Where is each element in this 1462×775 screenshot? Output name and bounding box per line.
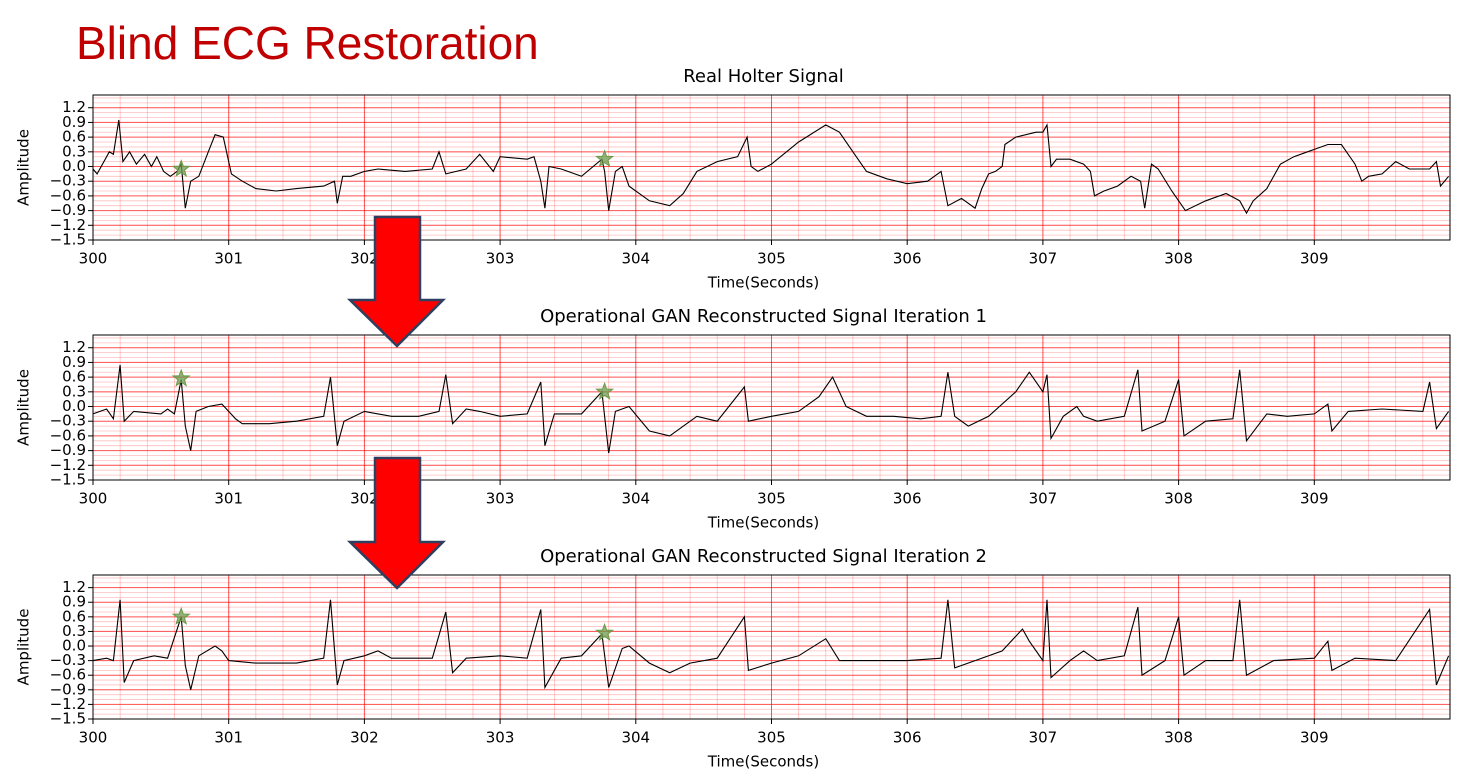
x-axis-label: Time(Seconds): [707, 514, 819, 532]
x-tick-label: 308: [1164, 490, 1193, 508]
y-tick-label: 1.2: [62, 338, 86, 356]
y-tick-label: −0.9: [50, 201, 86, 219]
x-tick-label: 307: [1029, 729, 1058, 747]
x-tick-label: 301: [214, 490, 243, 508]
y-tick-label: 0.0: [62, 637, 86, 655]
y-tick-label: 1.2: [62, 578, 86, 596]
subplot-title: Real Holter Signal: [683, 66, 844, 87]
y-tick-label: 1.2: [62, 98, 86, 116]
y-axis-label: Amplitude: [15, 129, 33, 206]
x-tick-label: 302: [350, 250, 379, 268]
y-tick-label: −0.3: [50, 172, 86, 190]
x-tick-label: 309: [1300, 729, 1329, 747]
subplot-title: Operational GAN Reconstructed Signal Ite…: [540, 306, 987, 327]
x-tick-label: 305: [757, 729, 786, 747]
x-tick-label: 304: [621, 490, 650, 508]
x-tick-label: 300: [79, 729, 108, 747]
star-marker: [171, 159, 191, 177]
x-tick-label: 301: [214, 729, 243, 747]
y-tick-label: 0.6: [62, 368, 86, 386]
x-tick-label: 309: [1300, 490, 1329, 508]
charts: 300 301 302 303 304 305 306 307 308 309−1.5−1.2−0…: [15, 66, 1451, 771]
subplot-title: Operational GAN Reconstructed Signal Ite…: [540, 546, 987, 567]
subplot: 300 301 302 303 304 305 306 307 308 309−1.5−1.2−0…: [15, 546, 1451, 771]
signal-line: [92, 119, 1450, 215]
axes-frame: [92, 94, 1451, 241]
x-axis-label: Time(Seconds): [707, 274, 819, 292]
y-tick-label: 0.3: [62, 622, 86, 640]
x-tick-label: 303: [486, 729, 515, 747]
y-tick-label: 0.9: [62, 353, 86, 371]
y-tick-label: 0.3: [62, 382, 86, 400]
x-tick-label: 302: [350, 729, 379, 747]
y-tick-label: −1.2: [50, 456, 86, 474]
y-tick-label: −1.2: [50, 695, 86, 713]
y-tick-label: −1.5: [50, 231, 86, 249]
x-tick-label: 305: [757, 250, 786, 268]
subplot: 300 301 302 303 304 305 306 307 308 309−1.5−1.2−0…: [15, 306, 1451, 532]
y-tick-label: −0.3: [50, 412, 86, 430]
x-tick-label: 306: [893, 729, 922, 747]
x-tick-label: 308: [1164, 729, 1193, 747]
star-marker: [595, 622, 615, 641]
y-tick-label: −0.6: [50, 186, 86, 204]
y-tick-label: 0.9: [62, 593, 86, 611]
y-axis-label: Amplitude: [15, 369, 33, 446]
x-tick-label: 301: [214, 250, 243, 268]
x-tick-label: 303: [486, 490, 515, 508]
x-tick-label: 304: [621, 250, 650, 268]
y-tick-label: 0.3: [62, 142, 86, 160]
signal-line: [92, 364, 1450, 454]
x-axis-label: Time(Seconds): [707, 753, 819, 771]
star-marker: [171, 368, 191, 387]
y-tick-label: −0.3: [50, 651, 86, 669]
arrows: [346, 215, 447, 590]
subplot: 300 301 302 303 304 305 306 307 308 309−1.5−1.2−0…: [15, 66, 1451, 292]
x-tick-label: 300: [79, 490, 108, 508]
axes-frame: [92, 334, 1451, 481]
down-arrow: [346, 215, 447, 348]
y-tick-label: 0.9: [62, 113, 86, 131]
y-tick-label: 0.0: [62, 157, 86, 175]
x-tick-label: 306: [893, 490, 922, 508]
star-marker: [595, 149, 615, 168]
x-tick-label: 300: [79, 250, 108, 268]
y-tick-label: −0.6: [50, 426, 86, 444]
y-tick-label: −1.5: [50, 710, 86, 728]
x-tick-label: 307: [1029, 250, 1058, 268]
down-arrow: [346, 456, 447, 590]
star-marker: [171, 606, 191, 625]
y-tick-label: −0.6: [50, 666, 86, 684]
x-tick-label: 306: [893, 250, 922, 268]
y-tick-label: 0.6: [62, 128, 86, 146]
x-tick-label: 304: [621, 729, 650, 747]
y-tick-label: 0.6: [62, 607, 86, 625]
x-tick-label: 303: [486, 250, 515, 268]
page-title: Blind ECG Restoration: [76, 17, 539, 69]
y-axis-label: Amplitude: [15, 609, 33, 686]
signal-line: [92, 599, 1450, 690]
x-tick-label: 309: [1300, 250, 1329, 268]
x-tick-label: 308: [1164, 250, 1193, 268]
y-tick-label: 0.0: [62, 397, 86, 415]
y-tick-label: −1.2: [50, 216, 86, 234]
star-marker: [595, 381, 615, 400]
axes-frame: [92, 574, 1451, 720]
y-tick-label: −0.9: [50, 441, 86, 459]
y-tick-label: −1.5: [50, 471, 86, 489]
x-tick-label: 307: [1029, 490, 1058, 508]
x-tick-label: 305: [757, 490, 786, 508]
x-tick-label: 302: [350, 490, 379, 508]
y-tick-label: −0.9: [50, 680, 86, 698]
